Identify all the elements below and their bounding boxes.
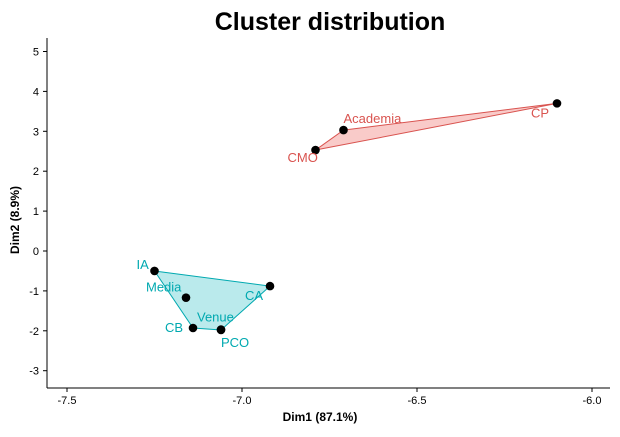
point-label: Media [146,280,182,295]
y-tick-label: -2 [29,326,39,338]
y-tick-label: 0 [33,246,39,258]
y-tick-label: 1 [33,206,39,218]
data-point [188,323,198,333]
cluster-hull-1 [315,102,558,151]
data-point [339,125,348,135]
point-label: CP [531,105,549,120]
chart-title: Cluster distribution [215,8,446,36]
point-label: Academia [344,111,403,126]
y-tick-label: -3 [29,366,39,378]
x-tick-label: -6.5 [408,395,427,407]
y-axis-label: Dim2 (8.9%) [8,186,22,254]
x-tick-label: -7.5 [58,395,77,407]
x-tick-label: -6.0 [583,395,602,407]
y-tick-label: 3 [33,126,39,138]
x-axis-label: Dim1 (87.1%) [283,410,358,424]
data-point [181,293,191,302]
data-point [265,281,275,291]
data-point [216,325,226,335]
y-tick-label: 2 [33,166,39,178]
point-label: CMO [288,150,318,165]
data-point [150,266,159,276]
point-label: PCO [221,335,249,350]
data-point [311,145,320,155]
y-tick-label: -1 [29,286,39,298]
y-tick-label: 4 [33,86,39,98]
point-label: CB [165,320,183,335]
x-tick-label: -7.0 [233,395,252,407]
y-tick-label: 5 [33,47,39,59]
point-label: IA [137,257,150,272]
point-label: Venue [197,310,234,325]
point-label: CA [245,288,263,303]
data-point [552,99,562,108]
